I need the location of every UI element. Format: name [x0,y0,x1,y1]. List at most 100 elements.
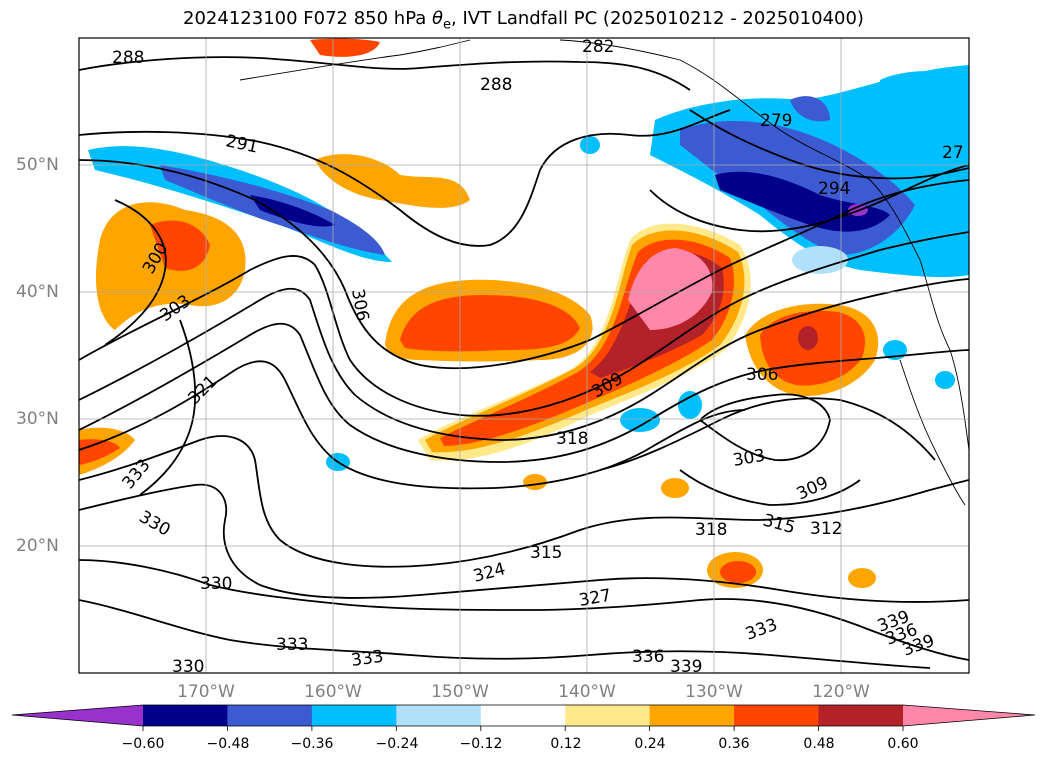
colorbar-tick-label: −0.60 [121,736,165,752]
contour-label: 288 [480,75,512,95]
contour-label: 27 [942,143,964,163]
colorbar-tick-label: 0.24 [634,736,666,752]
lat-label-50n: 50°N [16,155,59,175]
coast-aleutians [239,39,471,81]
theta-e-contours [79,56,969,669]
contour-label: 291 [224,131,260,157]
contour-306 [79,231,969,417]
colorbar-tick-label: 0.48 [803,736,835,752]
south-pos-2 [848,568,876,588]
lon-label-150w: 150°W [431,682,489,702]
contour-321-west [139,319,197,496]
colorbar-tick-label: 0.60 [887,736,919,752]
contour-label: 309 [794,473,832,505]
contour-label: 330 [172,657,204,677]
contour-291 [79,109,731,247]
neg-northeast-core [790,96,830,122]
contour-label: 330 [136,507,174,541]
mid-pos-core [400,295,580,352]
contour-315 [79,360,746,490]
coast-north-america [559,39,969,451]
colorbar-tick-label: 0.36 [718,736,750,752]
contour-label: 294 [818,179,850,199]
contour-label: 279 [760,111,792,131]
lat-label-20n: 20°N [16,536,59,556]
title-theta: θ [432,8,444,29]
lon-label-170w: 170°W [177,682,235,702]
contour-330 [79,599,931,669]
contour-label: 324 [471,559,508,587]
contour-300 [104,199,167,346]
contour-321 [79,435,969,568]
lon-label-160w: 160°W [304,682,362,702]
colorbar-tick-label: 0.12 [550,736,582,752]
title-suffix: , IVT Landfall PC (2025010212 - 20250104… [451,8,864,29]
contour-312 [79,322,969,463]
contour-label: 333 [276,635,308,655]
contour-label: 336 [632,647,664,667]
contour-303-closed [699,393,831,461]
neg-ca-2 [935,371,955,389]
contour-label: 282 [582,37,614,57]
contour-288 [79,56,691,91]
contour-label: 315 [530,543,562,563]
colorbar-tick-label: −0.24 [375,736,419,752]
colorbar [11,704,1036,731]
neg-band-core [250,195,335,227]
colorbar-tick-label: −0.48 [206,736,250,752]
contour-327 [79,559,969,661]
contour-label: 330 [200,574,232,594]
contour-label: 318 [695,520,727,540]
contour-294 [79,159,969,370]
south-pos-1-core [720,561,756,583]
contour-label: 303 [731,446,766,471]
colorbar-cells [143,705,904,726]
map-frame [78,37,970,674]
top-pos-blob [310,38,380,57]
colorbar-cell [143,705,228,726]
colorbar-cell [227,705,313,726]
colorbar-extend-min [12,705,143,726]
coast-baja [899,359,966,506]
colorbar-cell [480,705,566,726]
coastlines [239,39,969,506]
south-pos-3 [661,478,689,498]
colorbar-ticks [142,726,904,731]
colorbar-cell [734,705,819,726]
colorbar-tick-label: −0.12 [459,736,503,752]
contour-label: 306 [347,287,372,322]
colorbar-cell [396,705,482,726]
contour-324 [79,483,969,603]
contour-318 [599,397,936,471]
contour-309-south [679,469,861,506]
contour-label: 318 [556,429,588,449]
ivt-shading [79,38,969,588]
neg-northeast [880,70,969,142]
contour-309 [79,278,969,441]
lat-label-40n: 40°N [16,282,59,302]
neg-mid-1 [580,136,600,154]
colorbar-tick-label: −0.36 [290,736,334,752]
neg-south-1 [620,408,660,432]
ca-pos-high [798,326,818,350]
neg-gulf-core [715,171,890,232]
colorbar-cell [649,705,735,726]
contour-282 [689,109,969,180]
colorbar-extend-max [903,705,1035,726]
gridlines [79,38,969,673]
contour-label: 339 [670,657,702,677]
lon-label-140w: 140°W [558,682,616,702]
colorbar-cell [311,705,397,726]
contour-label: 288 [112,48,144,68]
contour-label: 333 [350,647,385,671]
south-pos-4 [523,474,547,490]
colorbar-cell [565,705,651,726]
neg-light-1 [792,246,848,274]
colorbar-cell [818,705,904,726]
contour-279 [649,164,969,233]
title-theta-sub: e [443,17,452,33]
lon-label-130w: 130°W [685,682,743,702]
contour-label: 333 [743,615,780,645]
map-title: 2024123100 F072 850 hPa θe, IVT Landfall… [0,8,1047,33]
